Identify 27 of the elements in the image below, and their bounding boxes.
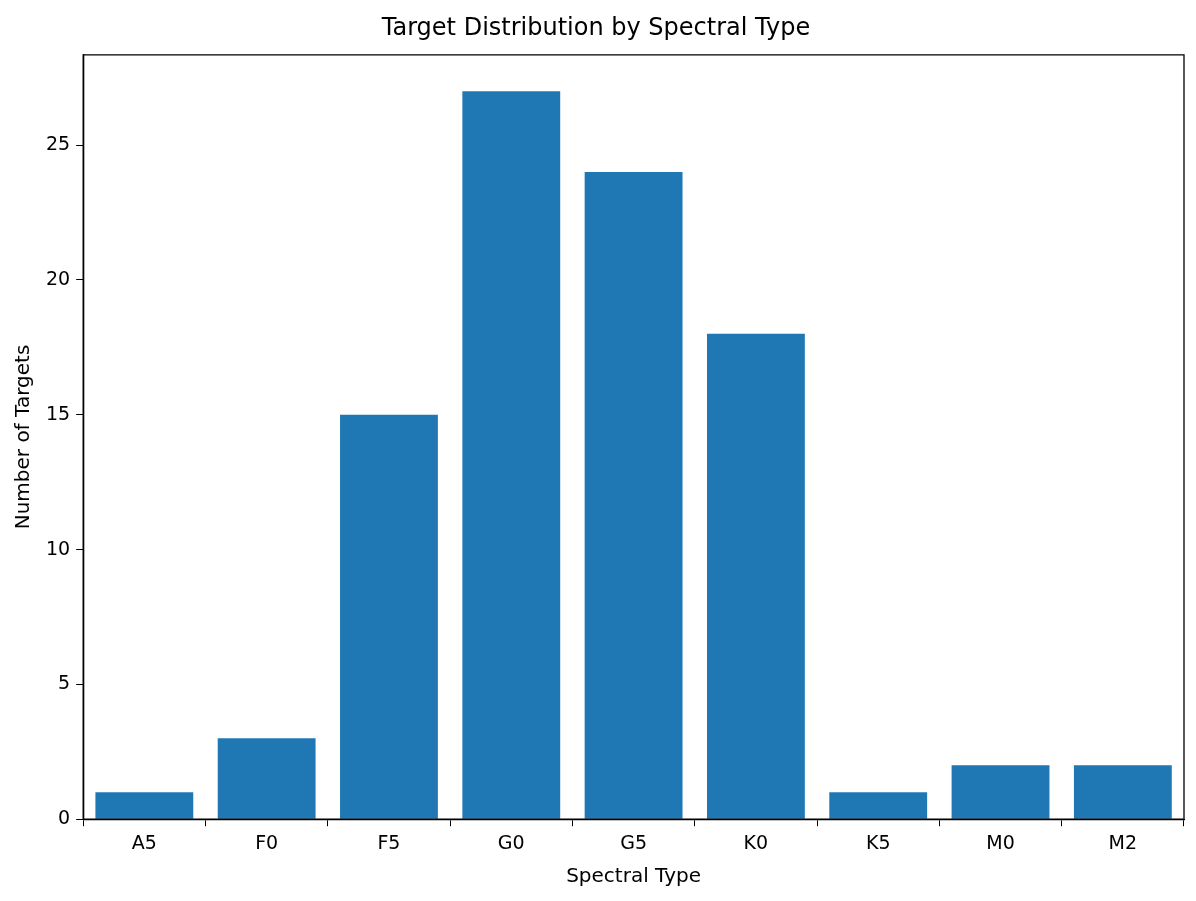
x-tick-label: M0 (986, 830, 1015, 853)
bar (95, 792, 194, 819)
x-tick-label: F0 (255, 830, 279, 853)
x-tick-label: A5 (131, 830, 157, 853)
bar (217, 738, 316, 819)
y-tick-label: 20 (45, 266, 71, 289)
bar (584, 172, 683, 819)
y-tick-label: 10 (45, 536, 71, 559)
bar (951, 765, 1050, 819)
bar (829, 792, 928, 819)
chart-title: Target Distribution by Spectral Type (380, 12, 811, 41)
bar (462, 91, 561, 819)
y-tick-label: 15 (45, 401, 71, 424)
y-tick-label: 0 (58, 806, 71, 829)
bar (340, 414, 438, 819)
y-tick-label: 5 (58, 671, 71, 694)
x-axis-title: Spectral Type (566, 863, 702, 888)
y-tick-label: 25 (45, 132, 71, 155)
x-tick-label: K5 (865, 830, 891, 853)
bar (706, 333, 805, 819)
x-tick-label: K0 (743, 830, 769, 853)
x-tick-label: G5 (620, 830, 647, 853)
x-tick-label: M2 (1108, 830, 1138, 853)
x-tick-label: G0 (497, 830, 525, 853)
bar (1073, 765, 1172, 819)
y-axis-title: Number of Targets (10, 344, 35, 530)
x-tick-label: F5 (377, 830, 401, 853)
